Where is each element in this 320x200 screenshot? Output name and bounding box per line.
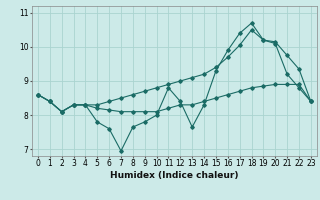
- X-axis label: Humidex (Indice chaleur): Humidex (Indice chaleur): [110, 171, 239, 180]
